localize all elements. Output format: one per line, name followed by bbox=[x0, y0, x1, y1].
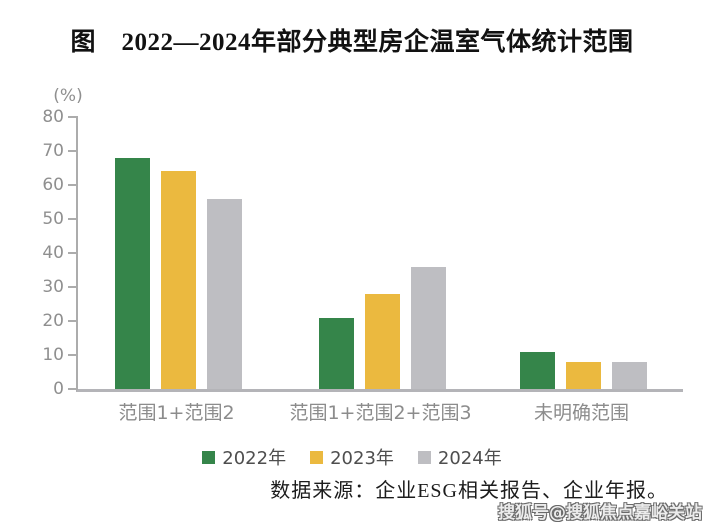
legend-item-0: 2022年 bbox=[202, 444, 286, 470]
y-tick-label: 50 bbox=[42, 209, 64, 229]
legend: 2022年 2023年 2024年 bbox=[0, 444, 704, 470]
y-tick-mark bbox=[68, 252, 78, 254]
bar-series0-cat1 bbox=[319, 318, 354, 389]
category-label-cat2: 未明确范围 bbox=[533, 402, 629, 424]
y-axis-labels: 0 10 20 30 40 50 60 70 80 bbox=[0, 107, 64, 399]
y-tick-label: 20 bbox=[42, 311, 64, 331]
bar-series0-cat2 bbox=[520, 352, 555, 389]
y-tick-label: 80 bbox=[42, 107, 64, 127]
chart-title: 图 2022—2024年部分典型房企温室气体统计范围 bbox=[70, 29, 634, 56]
y-tick-label: 60 bbox=[42, 175, 64, 195]
y-tick-label: 30 bbox=[42, 277, 64, 297]
y-tick-mark bbox=[68, 150, 78, 152]
y-tick-label: 0 bbox=[53, 379, 64, 399]
y-tick-mark bbox=[68, 184, 78, 186]
y-tick-mark bbox=[68, 354, 78, 356]
legend-label: 2024年 bbox=[437, 448, 502, 469]
legend-swatch-icon bbox=[417, 450, 431, 464]
x-axis-category-labels: 范围1+范围2 范围1+范围2+范围3 未明确范围 bbox=[76, 398, 681, 424]
bar-series1-cat2 bbox=[566, 362, 601, 389]
legend-swatch-icon bbox=[310, 450, 324, 464]
plot-area bbox=[68, 116, 683, 392]
y-tick-label: 40 bbox=[42, 243, 64, 263]
y-tick-mark bbox=[68, 388, 78, 390]
y-tick-mark bbox=[68, 218, 78, 220]
category-label-cat0: 范围1+范围2 bbox=[118, 402, 235, 424]
legend-item-2: 2024年 bbox=[417, 444, 502, 470]
category-label-cat1: 范围1+范围2+范围3 bbox=[289, 402, 472, 424]
legend-label: 2023年 bbox=[330, 448, 394, 469]
y-tick-mark bbox=[68, 320, 78, 322]
watermark: 搜狐号@搜狐焦点嘉峪关站 bbox=[498, 503, 702, 523]
y-tick-label: 10 bbox=[42, 345, 64, 365]
y-tick-mark bbox=[68, 116, 78, 118]
legend-label: 2022年 bbox=[222, 448, 287, 469]
bar-group-cat2 bbox=[520, 352, 647, 389]
bar-series1-cat1 bbox=[365, 294, 400, 389]
y-tick-mark bbox=[68, 286, 78, 288]
bar-series2-cat1 bbox=[411, 267, 446, 389]
bar-series2-cat2 bbox=[612, 362, 647, 389]
legend-swatch-icon bbox=[202, 450, 216, 464]
source-note: 数据来源：企业ESG相关报告、企业年报。 bbox=[270, 480, 668, 502]
bar-group-cat1 bbox=[319, 267, 446, 389]
bar-group-cat0 bbox=[115, 158, 242, 389]
legend-item-1: 2023年 bbox=[310, 444, 394, 470]
bar-series0-cat0 bbox=[115, 158, 150, 389]
y-tick-label: 70 bbox=[42, 141, 64, 161]
y-axis-unit-label: (%) bbox=[53, 86, 83, 106]
bar-series1-cat0 bbox=[161, 171, 196, 389]
bar-series2-cat0 bbox=[207, 199, 242, 389]
